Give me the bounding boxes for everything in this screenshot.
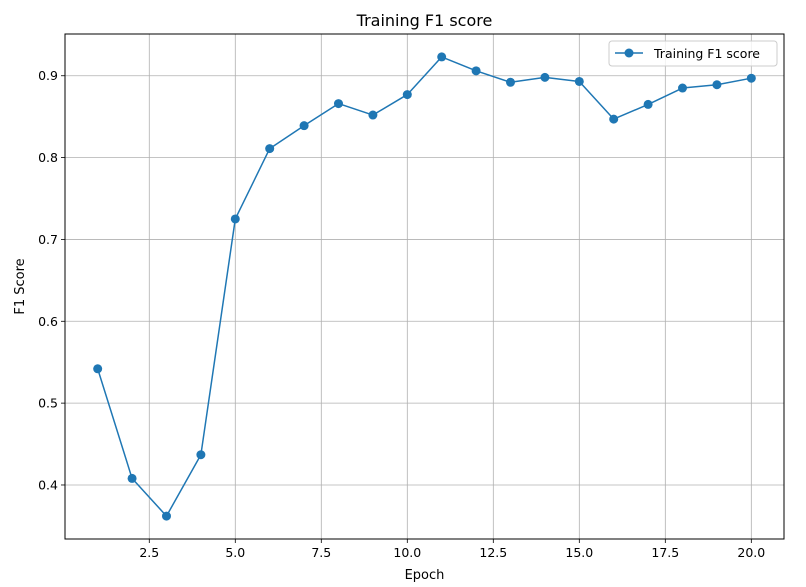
legend-marker	[624, 48, 634, 58]
data-point	[333, 99, 343, 109]
data-point	[540, 72, 550, 82]
data-point	[437, 52, 447, 62]
series-line	[96, 56, 752, 517]
data-point	[230, 214, 240, 224]
chart-title: Training F1 score	[356, 11, 493, 30]
data-point	[299, 121, 309, 131]
x-axis-label: Epoch	[405, 568, 445, 583]
data-point	[368, 110, 378, 120]
data-point	[471, 66, 481, 76]
legend-entry-label: Training F1 score	[653, 46, 760, 61]
data-point	[678, 83, 688, 93]
y-tick-label: 0.4	[38, 477, 58, 492]
y-tick-label: 0.5	[38, 396, 58, 411]
data-point	[574, 76, 584, 86]
data-point	[643, 99, 653, 109]
data-point	[712, 80, 722, 90]
x-tick-label: 20.0	[737, 545, 765, 560]
data-point	[127, 473, 137, 483]
y-tick-label: 0.7	[38, 232, 58, 247]
y-tick-label: 0.6	[38, 314, 58, 329]
legend-box	[608, 40, 778, 67]
x-tick-label: 7.5	[311, 545, 331, 560]
x-tick-label: 5.0	[225, 545, 245, 560]
x-tick-label: 12.5	[479, 545, 507, 560]
data-point	[265, 144, 275, 154]
data-point	[161, 511, 171, 521]
x-tick-label: 2.5	[139, 545, 159, 560]
data-point	[506, 77, 516, 87]
plot-area-frame	[64, 33, 785, 540]
x-tick-label: 15.0	[565, 545, 593, 560]
data-point	[609, 114, 619, 124]
y-tick-label: 0.8	[38, 150, 58, 165]
axis-ticks: 2.5 5.0 7.5 10.0 12.5 15.0 17.5 20.0 0.4 0.5 0.6 0.…	[38, 68, 765, 560]
data-point	[746, 73, 756, 83]
y-tick-label: 0.9	[38, 68, 58, 83]
legend: Training F1 score	[608, 40, 778, 67]
data-point	[93, 364, 103, 374]
data-point	[402, 90, 412, 100]
y-axis-label: F1 Score	[13, 258, 28, 314]
x-tick-label: 17.5	[651, 545, 679, 560]
x-tick-label: 10.0	[393, 545, 421, 560]
data-point	[196, 450, 206, 460]
series-layer	[93, 52, 756, 521]
